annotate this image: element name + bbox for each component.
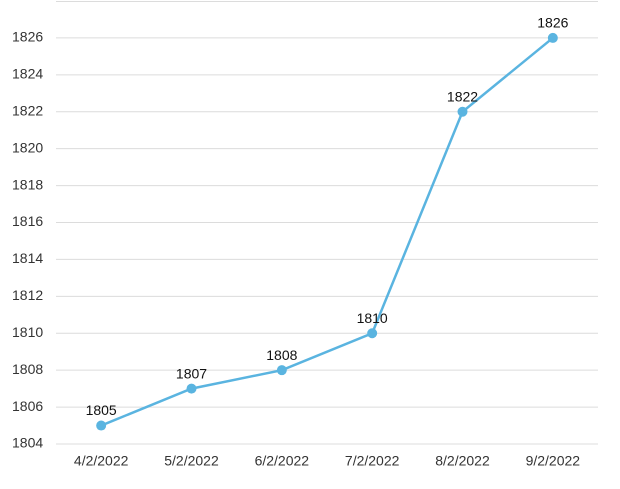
point — [367, 328, 378, 339]
x-tick-label: 5/2/2022 — [164, 453, 219, 469]
data-label: 1808 — [266, 347, 297, 363]
y-tick-label: 1820 — [12, 139, 43, 155]
point — [457, 106, 468, 117]
data-label: 1810 — [357, 310, 388, 326]
data-label: 1822 — [447, 88, 478, 104]
y-tick-label: 1826 — [12, 29, 43, 45]
y-tick-label: 1804 — [12, 435, 43, 451]
y-tick-label: 1818 — [12, 176, 43, 192]
data-label: 1807 — [176, 365, 207, 381]
point — [186, 383, 197, 394]
y-tick-label: 1810 — [12, 324, 43, 340]
x-tick-label: 9/2/2022 — [526, 453, 581, 469]
x-tick-label: 6/2/2022 — [255, 453, 310, 469]
point — [547, 32, 558, 43]
y-tick-label: 1808 — [12, 361, 43, 377]
y-tick-label: 1806 — [12, 398, 43, 414]
point — [276, 365, 287, 376]
y-tick-label: 1814 — [12, 250, 43, 266]
data-label: 1826 — [537, 15, 568, 31]
x-tick-label: 8/2/2022 — [435, 453, 490, 469]
data-label: 1805 — [86, 402, 117, 418]
line — [100, 36, 554, 427]
y-tick-label: 1812 — [12, 287, 43, 303]
y-tick-label: 1816 — [12, 213, 43, 229]
point — [96, 420, 107, 431]
x-tick-label: 4/2/2022 — [74, 453, 129, 469]
y-tick-label: 1822 — [12, 102, 43, 118]
y-tick-label: 1824 — [12, 66, 43, 82]
x-tick-label: 7/2/2022 — [345, 453, 400, 469]
